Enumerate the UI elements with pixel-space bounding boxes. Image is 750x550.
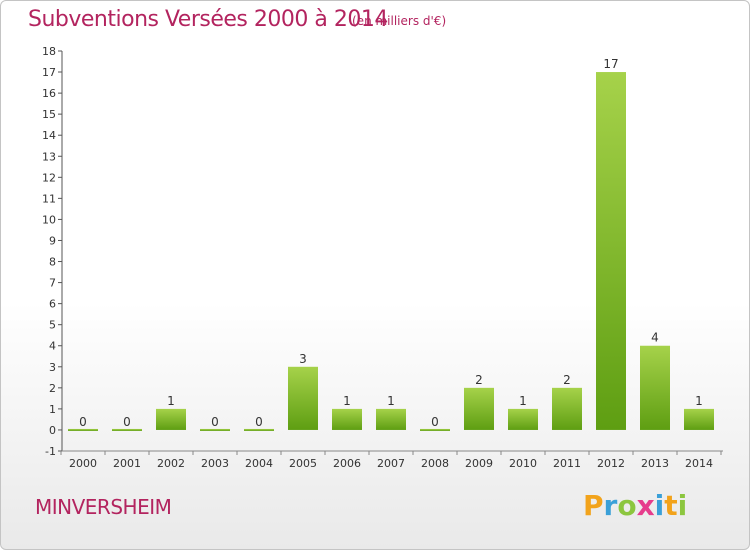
- x-tick-label: 2006: [333, 457, 361, 470]
- value-label: 0: [123, 415, 131, 429]
- x-tick-label: 2003: [201, 457, 229, 470]
- chart-bars: [68, 72, 714, 431]
- x-tick-label: 2012: [597, 457, 625, 470]
- y-tick-label: 9: [49, 234, 56, 247]
- x-tick-label: 2008: [421, 457, 449, 470]
- y-tick-label: 6: [49, 298, 56, 311]
- bar-2011: [552, 387, 582, 430]
- x-tick-label: 2001: [113, 457, 141, 470]
- y-tick-label: 8: [49, 256, 56, 269]
- chart-labels: 2000 0 2001 0 2002 1 2003 0 2004 0 2005 3 2006 1 2007 1…: [69, 57, 713, 470]
- y-tick-label: 3: [49, 361, 56, 374]
- proxiti-logo: Proxiti: [583, 489, 687, 522]
- y-tick-label: 7: [49, 277, 56, 290]
- bar-2004: [244, 428, 274, 431]
- logo-letter: o: [617, 489, 637, 522]
- value-label: 1: [695, 394, 703, 408]
- x-tick-label: 2014: [685, 457, 713, 470]
- bar-2009: [464, 387, 494, 430]
- value-label: 0: [431, 415, 439, 429]
- value-label: 1: [519, 394, 527, 408]
- value-label: 0: [79, 415, 87, 429]
- y-tick-label: 10: [42, 213, 56, 226]
- x-tick-label: 2002: [157, 457, 185, 470]
- x-tick-label: 2000: [69, 457, 97, 470]
- x-tick-label: 2005: [289, 457, 317, 470]
- x-tick-label: 2011: [553, 457, 581, 470]
- value-label: 0: [255, 415, 263, 429]
- logo-letter: P: [583, 489, 604, 522]
- bar-2008: [420, 428, 450, 431]
- value-label: 2: [475, 373, 483, 387]
- value-label: 4: [651, 331, 659, 345]
- value-label: 0: [211, 415, 219, 429]
- bar-2001: [112, 428, 142, 431]
- x-tick-label: 2009: [465, 457, 493, 470]
- y-tick-label: 1: [49, 403, 56, 416]
- y-tick-label: 12: [42, 171, 56, 184]
- bar-2006: [332, 408, 362, 430]
- y-tick-label: 2: [49, 382, 56, 395]
- logo-letter: r: [603, 489, 618, 522]
- chart-title: Subventions Versées 2000 à 2014: [28, 7, 388, 32]
- value-label: 3: [299, 352, 307, 366]
- y-tick-label: 5: [49, 319, 56, 332]
- y-tick-label: 4: [49, 340, 56, 353]
- bar-2013: [640, 345, 670, 430]
- value-label: 2: [563, 373, 571, 387]
- x-tick-label: 2007: [377, 457, 405, 470]
- logo-letter: i: [677, 489, 688, 522]
- y-tick-label: 13: [42, 150, 56, 163]
- bar-2002: [156, 408, 186, 430]
- value-label: 1: [387, 394, 395, 408]
- x-tick-label: 2004: [245, 457, 273, 470]
- value-label: 17: [603, 57, 618, 71]
- y-tick-label: 0: [49, 424, 56, 437]
- bar-2014: [684, 408, 714, 430]
- y-tick-label: 17: [42, 66, 56, 79]
- chart-subtitle: (en milliers d'€): [352, 14, 447, 28]
- y-tick-label: 18: [42, 45, 56, 58]
- value-label: 1: [167, 394, 175, 408]
- bar-2000: [68, 428, 98, 431]
- bar-2012: [596, 72, 626, 430]
- y-tick-label: -1: [45, 445, 56, 458]
- commune-name: MINVERSHEIM: [35, 495, 172, 519]
- logo-letter: t: [664, 489, 678, 522]
- logo-letter: i: [654, 489, 665, 522]
- bar-2005: [288, 366, 318, 430]
- bar-2010: [508, 408, 538, 430]
- y-tick-label: 14: [42, 129, 56, 142]
- logo-letter: x: [636, 489, 655, 522]
- y-tick-label: 15: [42, 108, 56, 121]
- x-tick-label: 2010: [509, 457, 537, 470]
- y-tick-label: 16: [42, 87, 56, 100]
- value-label: 1: [343, 394, 351, 408]
- x-tick-label: 2013: [641, 457, 669, 470]
- bar-2007: [376, 408, 406, 430]
- y-tick-label: 11: [42, 192, 56, 205]
- bar-2003: [200, 428, 230, 431]
